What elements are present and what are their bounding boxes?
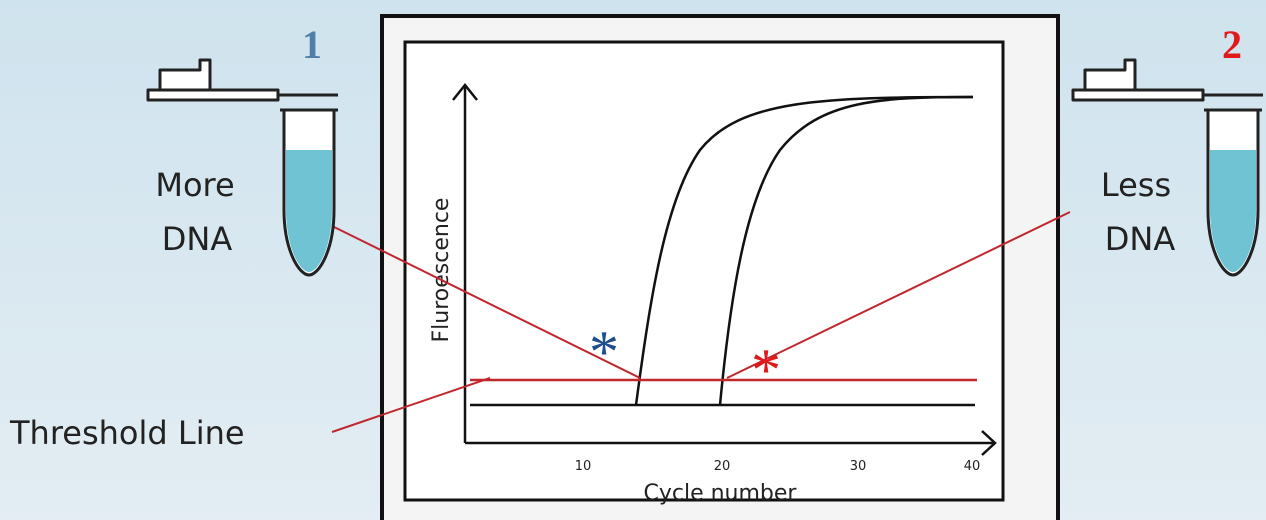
threshold-label: Threshold Line [9, 414, 245, 452]
x-tick-label: 10 [575, 459, 592, 474]
marker: * [589, 319, 619, 385]
diagram: 10 20 30 40 Cycle number Fluroescence * … [0, 0, 1266, 520]
sample-label: Less [1101, 166, 1171, 204]
sample-label: More [155, 166, 234, 204]
marker: * [751, 337, 781, 403]
x-tick-label: 30 [850, 459, 867, 474]
sample-label: DNA [162, 220, 233, 258]
x-tick-label: 40 [964, 459, 981, 474]
x-axis-label: Cycle number [644, 481, 798, 506]
plot-area [405, 42, 1003, 500]
sample-number: 1 [302, 22, 322, 67]
x-tick-label: 20 [714, 459, 731, 474]
page: 10 20 30 40 Cycle number Fluroescence * … [0, 0, 1266, 520]
sample-label: DNA [1105, 220, 1176, 258]
sample-number: 2 [1222, 22, 1242, 67]
y-axis-label: Fluroescence [429, 198, 454, 343]
